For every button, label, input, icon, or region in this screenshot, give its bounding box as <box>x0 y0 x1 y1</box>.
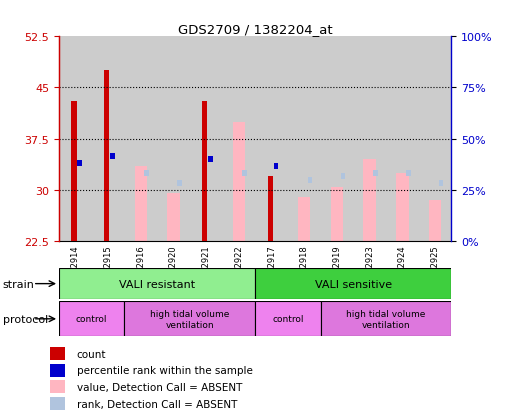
Bar <box>308 177 312 183</box>
Bar <box>104 71 109 242</box>
Text: high tidal volume
ventilation: high tidal volume ventilation <box>150 309 229 329</box>
Bar <box>255 37 288 242</box>
Bar <box>439 180 443 187</box>
Bar <box>406 171 410 176</box>
Bar <box>208 157 213 163</box>
Bar <box>321 37 353 242</box>
Bar <box>386 37 419 242</box>
Bar <box>353 37 386 242</box>
Bar <box>167 194 180 242</box>
Bar <box>49 364 65 377</box>
Bar <box>177 180 182 187</box>
Text: VALI resistant: VALI resistant <box>119 279 195 289</box>
Text: VALI sensitive: VALI sensitive <box>315 279 392 289</box>
Bar <box>288 37 321 242</box>
Bar <box>419 37 451 242</box>
Text: control: control <box>76 315 107 323</box>
Bar <box>341 174 345 180</box>
Bar <box>157 37 190 242</box>
Bar <box>273 164 278 170</box>
Text: value, Detection Call = ABSENT: value, Detection Call = ABSENT <box>77 382 242 392</box>
Bar <box>243 171 247 176</box>
Bar <box>396 173 408 242</box>
Bar <box>298 197 310 242</box>
Bar <box>124 301 255 337</box>
Bar <box>49 397 65 410</box>
Bar <box>49 347 65 360</box>
Bar <box>124 37 157 242</box>
Bar <box>268 177 273 242</box>
Bar <box>364 160 376 242</box>
Text: count: count <box>77 349 106 359</box>
Text: high tidal volume
ventilation: high tidal volume ventilation <box>346 309 426 329</box>
Bar <box>223 37 255 242</box>
Bar <box>321 301 451 337</box>
Bar <box>92 37 124 242</box>
Bar <box>373 171 378 176</box>
Bar <box>190 37 223 242</box>
Bar <box>331 187 343 242</box>
Bar <box>202 102 207 242</box>
Bar <box>110 153 114 159</box>
Text: protocol: protocol <box>3 314 48 324</box>
Bar <box>59 268 255 299</box>
Text: control: control <box>272 315 304 323</box>
Bar <box>59 37 92 242</box>
Bar <box>71 102 76 242</box>
Bar <box>255 268 451 299</box>
Text: strain: strain <box>3 279 34 289</box>
Bar <box>49 380 65 394</box>
Bar <box>77 160 82 166</box>
Bar <box>429 201 441 242</box>
Text: rank, Detection Call = ABSENT: rank, Detection Call = ABSENT <box>77 399 237 408</box>
Title: GDS2709 / 1382204_at: GDS2709 / 1382204_at <box>178 23 332 36</box>
Bar <box>144 171 149 176</box>
Bar <box>59 301 124 337</box>
Bar <box>134 167 147 242</box>
Bar <box>255 301 321 337</box>
Text: percentile rank within the sample: percentile rank within the sample <box>77 366 252 375</box>
Bar <box>233 122 245 242</box>
